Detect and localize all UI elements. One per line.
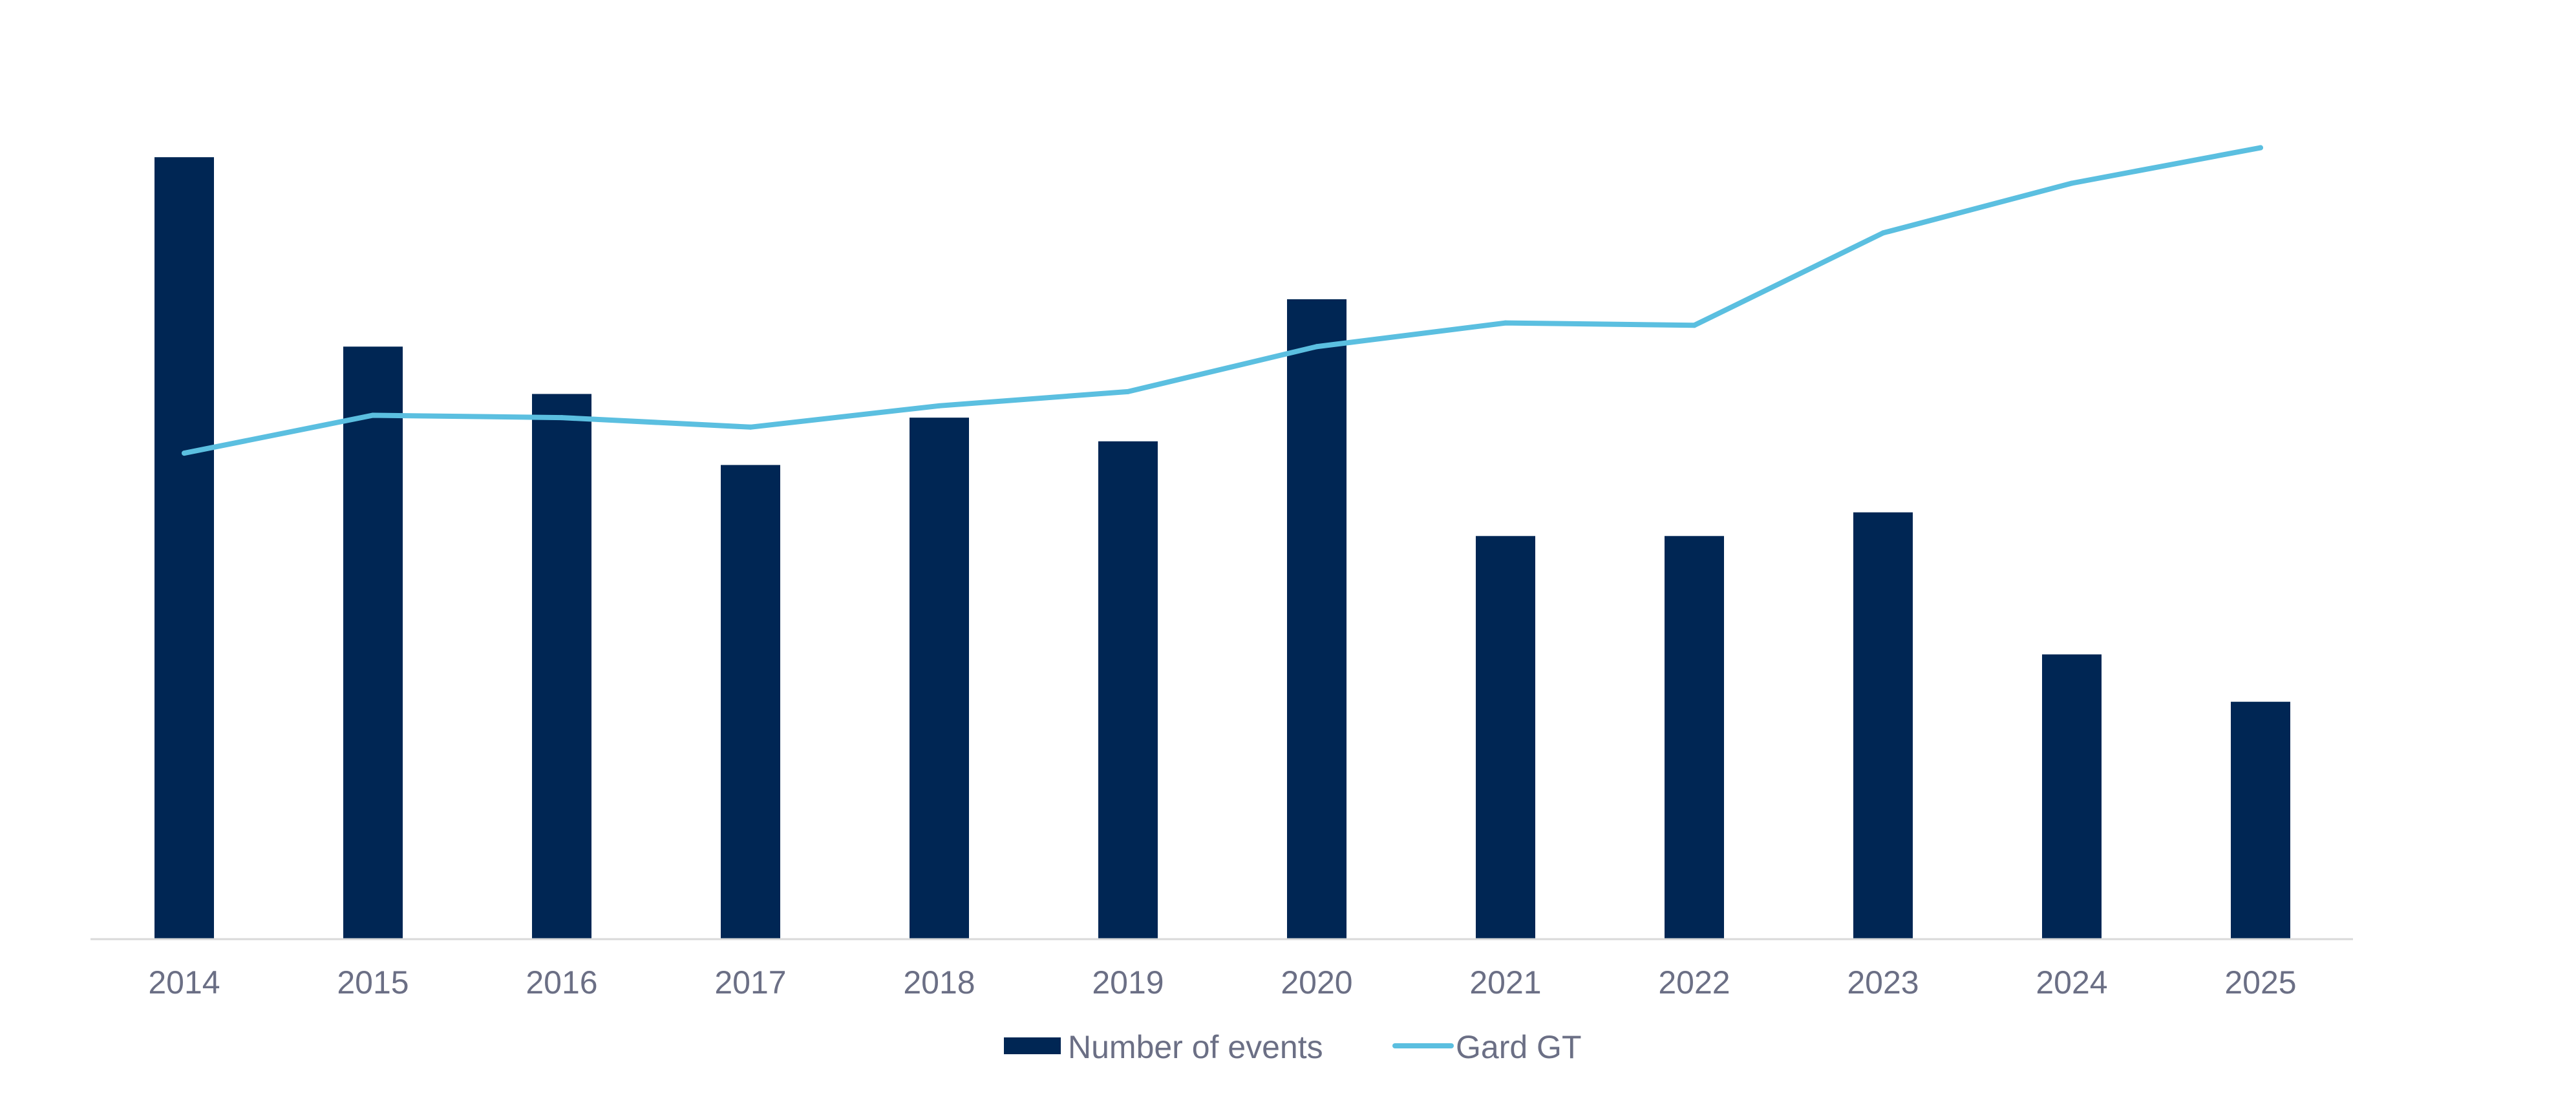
x-tick-label: 2017 — [714, 964, 786, 1001]
gard-gt-point-2019 — [1125, 388, 1131, 394]
x-tick-label: 2022 — [1658, 964, 1730, 1001]
gard-gt-point-2020 — [1314, 344, 1319, 350]
bar-2021 — [1476, 536, 1535, 939]
bar-2019 — [1098, 441, 1158, 939]
gard-gt-line — [182, 145, 2263, 456]
gard-gt-point-2016 — [559, 415, 564, 421]
legend-swatch-number-of-events — [1004, 1037, 1061, 1054]
x-tick-label: 2016 — [526, 964, 597, 1001]
x-tick-label: 2014 — [148, 964, 220, 1001]
bar-2014 — [154, 157, 214, 939]
x-tick-label: 2021 — [1469, 964, 1541, 1001]
bar-2017 — [721, 465, 780, 939]
gard-gt-point-2023 — [1880, 230, 1886, 236]
bar-2020 — [1287, 299, 1347, 939]
bar-2018 — [910, 418, 969, 939]
bar-2015 — [343, 346, 403, 939]
legend: Number of events Gard GT — [1004, 1029, 1581, 1065]
gard-gt-point-2014 — [182, 451, 187, 456]
gard-gt-point-2025 — [2258, 145, 2263, 151]
x-tick-label: 2024 — [2036, 964, 2107, 1001]
line-series — [182, 145, 2263, 456]
gard-gt-point-2017 — [748, 424, 753, 430]
x-tick-label: 2023 — [1847, 964, 1919, 1001]
legend-label-number-of-events: Number of events — [1068, 1029, 1323, 1065]
gard-gt-point-2015 — [370, 412, 376, 418]
bar-2025 — [2231, 701, 2290, 939]
gard-gt-point-2024 — [2069, 180, 2074, 186]
legend-label-gard-gt: Gard GT — [1456, 1029, 1581, 1065]
bar-2023 — [1853, 512, 1913, 939]
x-tick-label: 2015 — [337, 964, 409, 1001]
x-tick-label: 2025 — [2224, 964, 2296, 1001]
bar-2022 — [1665, 536, 1724, 939]
x-tick-label: 2018 — [903, 964, 975, 1001]
x-tick-label: 2020 — [1281, 964, 1352, 1001]
bar-series — [154, 157, 2290, 939]
bar-2024 — [2042, 654, 2102, 939]
x-tick-labels: 2014 2015 2016 2017 2018 2019 2020 2021 2022 2023… — [148, 964, 2296, 1001]
gard-gt-point-2021 — [1503, 320, 1508, 326]
gard-gt-point-2018 — [937, 403, 942, 409]
gard-gt-point-2022 — [1692, 323, 1697, 328]
x-tick-label: 2019 — [1092, 964, 1164, 1001]
bar-2016 — [532, 394, 591, 939]
